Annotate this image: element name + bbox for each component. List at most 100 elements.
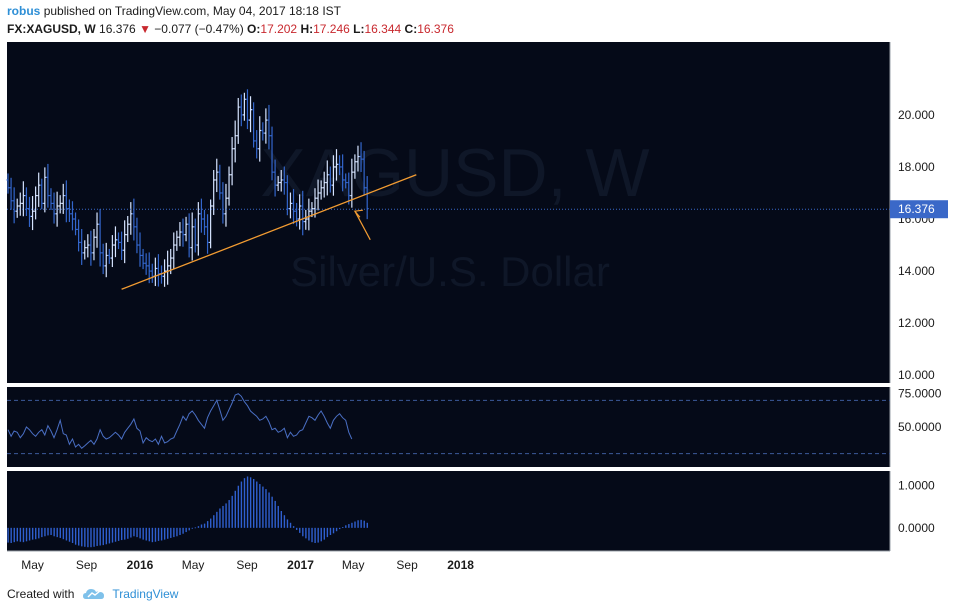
tradingview-cloud-icon[interactable] [82, 587, 106, 601]
ohlc-bar [123, 220, 127, 264]
macd-bar [256, 481, 258, 528]
macd-bar [280, 511, 283, 528]
ohlc-bar [310, 202, 314, 218]
ohlc-bar [313, 188, 317, 218]
macd-bar [292, 526, 295, 528]
macd-bar [302, 527, 304, 537]
macd-bar [305, 527, 307, 539]
macd-bar [13, 527, 15, 543]
macd-bar [203, 523, 206, 528]
watermark-symbol: XAGUSD, W [260, 135, 649, 211]
ohlc-bar [224, 183, 228, 227]
ohlc-bar [184, 216, 188, 242]
ohlc-bar [227, 166, 231, 206]
macd-bar [314, 527, 316, 543]
ohlc-bar [239, 94, 243, 127]
macd-bar [219, 508, 221, 528]
ohlc-bar [86, 234, 90, 258]
macd-bar [277, 505, 279, 528]
ohlc-bar [252, 102, 256, 148]
low-label: L: [353, 22, 365, 36]
macd-bar [249, 477, 252, 528]
watermark-name: Silver/U.S. Dollar [290, 248, 610, 295]
arrow-head [353, 209, 363, 218]
ohlc-bar [49, 188, 53, 211]
macd-bar [179, 527, 181, 535]
ohlc-bar [64, 180, 68, 223]
ohlc-bar [187, 213, 191, 258]
macd-bar [366, 522, 368, 528]
macd-bar [148, 527, 151, 542]
macd-bar [16, 527, 19, 542]
ohlc-bar [34, 186, 38, 220]
macd-bar [335, 527, 338, 532]
macd-bar [329, 527, 332, 535]
ohlc-bar [202, 209, 206, 236]
macd-tick-label: 1.0000 [898, 479, 935, 493]
ohlc-bar [83, 240, 87, 260]
macd-bar [139, 527, 141, 539]
ohlc-bar [325, 160, 329, 196]
ohlc-bar [156, 254, 160, 287]
high-value: 17.246 [313, 22, 350, 36]
publish-line: robus published on TradingView.com, May … [7, 4, 341, 18]
macd-bar [308, 527, 310, 541]
macd-bar [268, 492, 270, 528]
macd-bar [160, 527, 163, 541]
ohlc-bar [52, 192, 56, 224]
ohlc-bar [172, 232, 176, 270]
arrow-annotation [354, 210, 371, 241]
price-panel-bg [7, 42, 890, 383]
x-tick-label: 2017 [287, 558, 314, 572]
macd-bar [253, 479, 255, 528]
macd-bar [59, 527, 61, 538]
x-tick-label: Sep [236, 558, 258, 572]
symbol-name: FX:XAGUSD, W [7, 22, 96, 36]
ohlc-bar [233, 120, 237, 163]
ohlc-bar [101, 243, 105, 275]
macd-bar [19, 527, 22, 542]
macd-bar [84, 527, 86, 547]
macd-bar [317, 527, 319, 543]
ohlc-bar [141, 248, 145, 270]
rsi-tick-label: 50.0000 [898, 420, 942, 434]
macd-bar [78, 527, 80, 546]
macd-bar [50, 527, 52, 535]
down-arrow-icon: ▼ [139, 22, 151, 36]
ohlc-bar [365, 176, 369, 220]
macd-bar [210, 518, 212, 528]
macd-bar [93, 527, 95, 547]
macd-bar [44, 527, 46, 537]
ohlc-bar [292, 189, 296, 225]
ohlc-bar [135, 217, 139, 254]
ohlc-bar [209, 199, 213, 249]
macd-bar [194, 527, 197, 529]
ohlc-bar [190, 212, 194, 261]
ohlc-bar [61, 183, 65, 214]
x-tick-label: May [182, 558, 205, 572]
macd-bar [259, 484, 261, 528]
macd-bar [10, 527, 12, 543]
ohlc-bar [178, 222, 182, 247]
x-tick-label: Sep [76, 558, 98, 572]
ohlc-bar [285, 175, 289, 216]
price-tick-label: 20.000 [898, 108, 935, 122]
ohlc-bar [206, 214, 210, 254]
ohlc-bar [319, 180, 323, 200]
tradingview-brand[interactable]: TradingView [112, 587, 179, 601]
ohlc-bar [334, 149, 338, 181]
x-tick-label: May [342, 558, 365, 572]
ohlc-bar [264, 108, 268, 144]
macd-bar [332, 527, 335, 534]
ohlc-bar [215, 158, 219, 193]
macd-bar [102, 527, 104, 546]
author-name[interactable]: robus [7, 4, 41, 18]
ohlc-bar [193, 218, 197, 253]
ohlc-bar [258, 116, 262, 162]
macd-bar [120, 527, 123, 541]
macd-bar [237, 485, 240, 528]
macd-bar [151, 527, 154, 543]
macd-bar [357, 520, 359, 528]
